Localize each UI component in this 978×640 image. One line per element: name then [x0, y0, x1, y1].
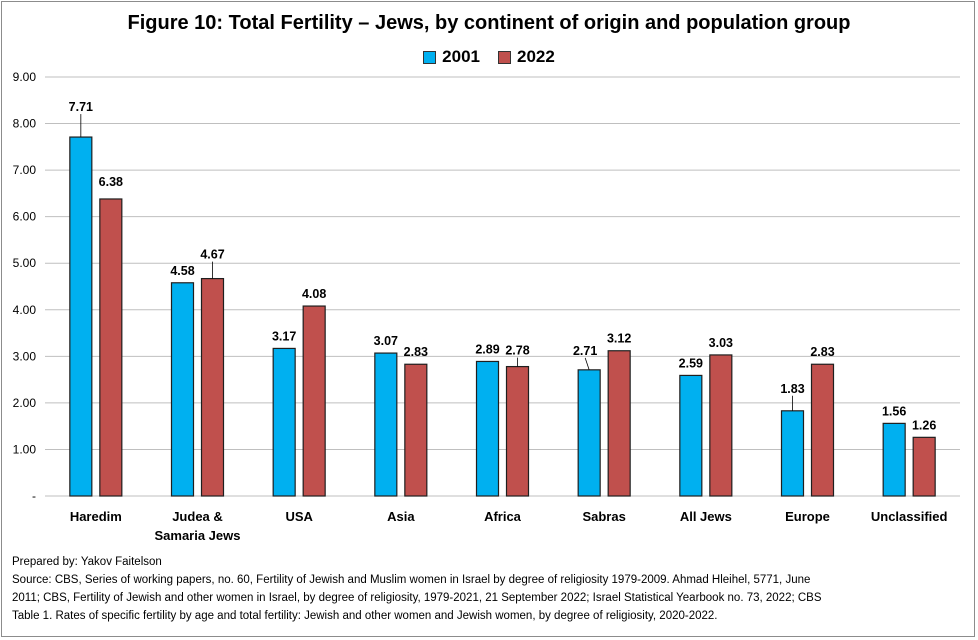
bar-2022 [302, 305, 326, 497]
bar-2001 [69, 136, 93, 497]
bar-2001 [475, 360, 500, 497]
bar-2022 [607, 350, 631, 497]
x-tick-label: Sabras [582, 509, 625, 524]
bar-2022 [810, 363, 835, 497]
data-label-2022: 2.78 [505, 344, 529, 358]
x-tick-label: Asia [387, 509, 415, 524]
legend-swatch-2022 [498, 50, 511, 64]
y-tick-label: 8.00 [13, 117, 37, 131]
y-tick-label: 9.00 [13, 70, 37, 84]
x-tick-label: Unclassified [871, 509, 948, 524]
y-tick-label: 1.00 [13, 442, 37, 456]
y-tick-label: 6.00 [13, 210, 37, 224]
data-label-2022: 4.67 [200, 248, 224, 262]
data-label-2022: 3.03 [709, 336, 733, 350]
y-tick-label: 5.00 [13, 256, 37, 270]
y-tick-label: 3.00 [13, 349, 37, 363]
bar-2001 [272, 347, 296, 497]
x-tick-label: Samaria Jews [154, 528, 240, 543]
data-label-2022: 1.26 [912, 418, 936, 432]
data-label-2001: 2.59 [679, 356, 703, 370]
bar-2001 [374, 352, 398, 497]
y-tick-label: - [32, 489, 36, 503]
footer-prepared-by: Prepared by: Yakov Faitelson [12, 556, 162, 568]
bar-2022 [912, 436, 936, 497]
data-label-leader [584, 357, 590, 370]
data-label-2001: 7.71 [69, 100, 93, 114]
legend-swatch-2001 [423, 50, 437, 64]
bar-2001 [577, 369, 601, 497]
data-label-2001: 3.17 [272, 329, 296, 343]
bar-2001 [882, 422, 906, 497]
x-tick-label: Haredim [70, 509, 122, 524]
x-tick-label: USA [285, 509, 313, 524]
legend-label-2022: 2022 [517, 47, 555, 66]
chart-footer: Prepared by: Yakov Faitelson Source: CBS… [12, 553, 967, 625]
data-label-2001: 2.71 [573, 344, 597, 358]
data-label-2001: 3.07 [374, 334, 398, 348]
y-tick-label: 4.00 [13, 303, 37, 317]
bar-2022 [709, 354, 733, 497]
bar-2022 [404, 363, 428, 497]
bar-2022 [99, 198, 123, 497]
chart-title: Figure 10: Total Fertility – Jews, by co… [127, 12, 851, 34]
data-label-2022: 2.83 [810, 345, 834, 359]
x-tick-label: All Jews [680, 509, 732, 524]
bar-2022 [200, 277, 225, 497]
legend-label-2001: 2001 [442, 47, 480, 66]
x-tick-label: Judea & [172, 509, 223, 524]
bar-2001 [679, 374, 703, 497]
y-tick-label: 2.00 [13, 396, 37, 410]
bar-2022 [505, 365, 530, 497]
y-tick-label: 7.00 [13, 163, 37, 177]
x-tick-label: Europe [785, 509, 830, 524]
chart-legend: 2001 2022 [0, 47, 978, 67]
data-label-2022: 2.83 [404, 345, 428, 359]
x-tick-label: Africa [484, 509, 522, 524]
data-label-2001: 1.83 [780, 382, 804, 396]
data-label-2001: 2.89 [475, 342, 499, 356]
data-label-2001: 1.56 [882, 404, 906, 418]
footer-source-line-1: Source: CBS, Series of working papers, n… [12, 574, 811, 586]
data-label-2022: 4.08 [302, 287, 326, 301]
data-label-2001: 4.58 [170, 264, 194, 278]
footer-source-line-2: 2011; CBS, Fertility of Jewish and other… [12, 592, 822, 604]
legend-item-2001: 2001 [423, 47, 480, 67]
data-label-2022: 6.38 [99, 175, 123, 189]
footer-source-line-3: Table 1. Rates of specific fertility by … [12, 610, 718, 622]
bar-2001 [170, 282, 195, 497]
bar-2001 [780, 410, 805, 497]
legend-item-2022: 2022 [498, 47, 555, 67]
data-label-2022: 3.12 [607, 332, 631, 346]
